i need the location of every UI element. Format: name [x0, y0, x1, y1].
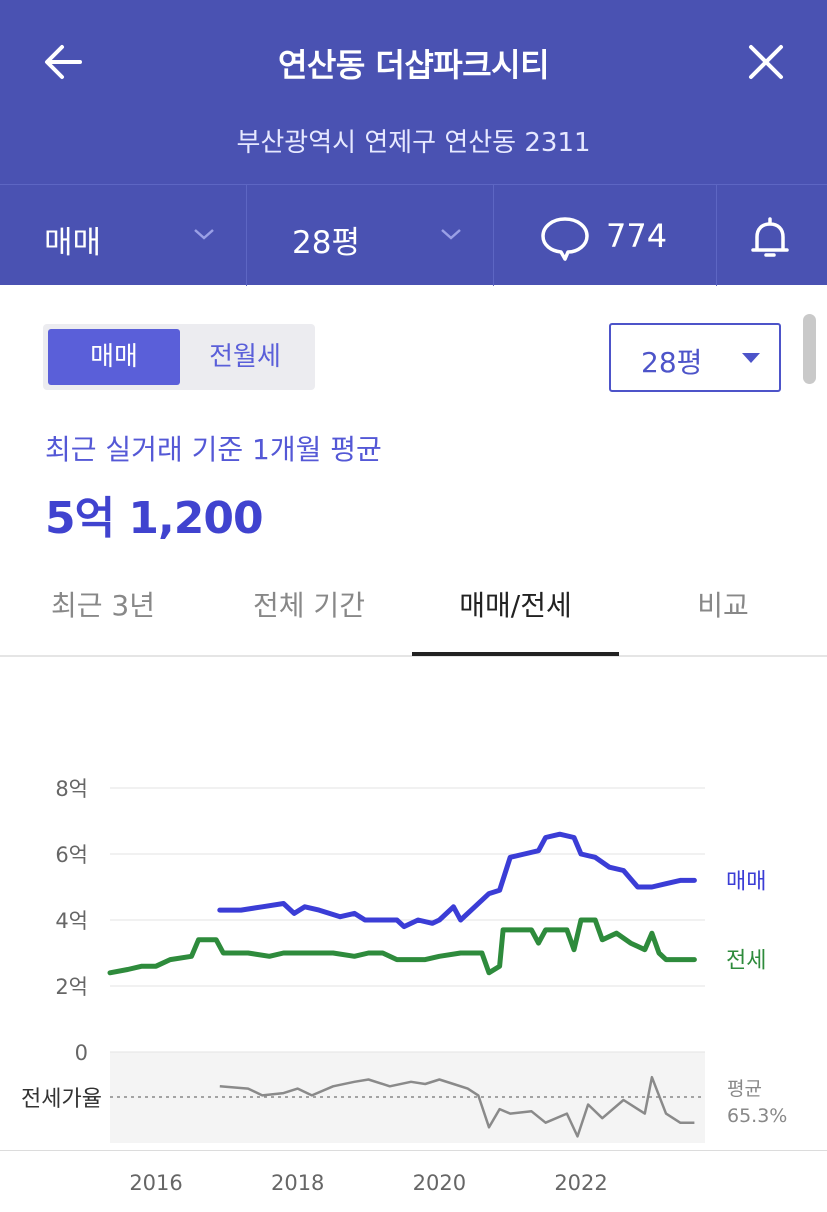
- area-label: 28평: [292, 225, 360, 261]
- ratio-average-value: 65.3%: [727, 1105, 787, 1127]
- y-tick-label: 2억: [55, 975, 88, 999]
- close-button[interactable]: [742, 38, 790, 86]
- legend-label-jeonse: 전세: [726, 949, 766, 974]
- y-tick-label: 8억: [55, 777, 88, 801]
- trade-type-toggle: 매매 전월세: [43, 324, 315, 390]
- notification-button[interactable]: [717, 185, 827, 286]
- comment-count: 774: [606, 217, 668, 255]
- ratio-label: 전세가율: [21, 1087, 102, 1112]
- x-tick-label: 2016: [129, 1171, 182, 1195]
- average-label: 최근 실거래 기준 1개월 평균: [45, 433, 382, 466]
- y-tick-label: 0: [75, 1041, 88, 1065]
- chart-divider: [0, 1150, 827, 1151]
- chevron-down-icon: [441, 229, 461, 240]
- trade-type-label: 매매: [44, 225, 102, 261]
- series-line-jeonse: [107, 917, 697, 976]
- series-line-sale: [217, 831, 697, 930]
- tab-sale-jeonse[interactable]: 매매/전세: [459, 589, 572, 622]
- tab-compare[interactable]: 비교: [697, 589, 749, 622]
- speech-bubble-icon: [541, 217, 589, 261]
- toggle-sale[interactable]: 매매: [48, 329, 180, 385]
- arrow-left-icon: [45, 45, 82, 79]
- bell-icon: [751, 217, 789, 257]
- x-tick-label: 2018: [271, 1171, 324, 1195]
- back-button[interactable]: [40, 38, 88, 86]
- area-dropdown[interactable]: 28평: [247, 185, 494, 286]
- series-line-ratio: [219, 1075, 695, 1138]
- y-tick-label: 4억: [55, 909, 88, 933]
- toggle-rent[interactable]: 전월세: [209, 342, 281, 372]
- tab-all-period[interactable]: 전체 기간: [253, 589, 365, 622]
- average-price: 5억 1,200: [45, 493, 264, 544]
- scrollbar[interactable]: [803, 314, 816, 384]
- ratio-average-label: 평균: [727, 1078, 762, 1100]
- caret-down-icon: [742, 353, 760, 363]
- active-tab-indicator: [412, 652, 619, 656]
- legend-label-sale: 매매: [726, 869, 766, 894]
- close-icon: [749, 45, 783, 79]
- trade-type-dropdown[interactable]: 매매: [0, 185, 247, 286]
- address-text: 부산광역시 연제구 연산동 2311: [236, 128, 591, 158]
- period-tabs: 최근 3년 전체 기간 매매/전세 비교: [0, 560, 827, 657]
- app-header: 연산동 더샵파크시티 부산광역시 연제구 연산동 2311 매매 28평 774: [0, 0, 827, 286]
- subnav-bar: 매매 28평 774: [0, 184, 827, 286]
- tab-recent-3y[interactable]: 최근 3년: [51, 589, 155, 622]
- page-title: 연산동 더샵파크시티: [277, 46, 550, 84]
- x-tick-label: 2020: [413, 1171, 466, 1195]
- area-select[interactable]: 28평: [609, 323, 781, 392]
- chevron-down-icon: [194, 229, 214, 240]
- y-tick-label: 6억: [55, 843, 88, 867]
- comments-button[interactable]: 774: [494, 185, 717, 286]
- x-tick-label: 2022: [554, 1171, 607, 1195]
- area-select-value: 28평: [641, 346, 703, 379]
